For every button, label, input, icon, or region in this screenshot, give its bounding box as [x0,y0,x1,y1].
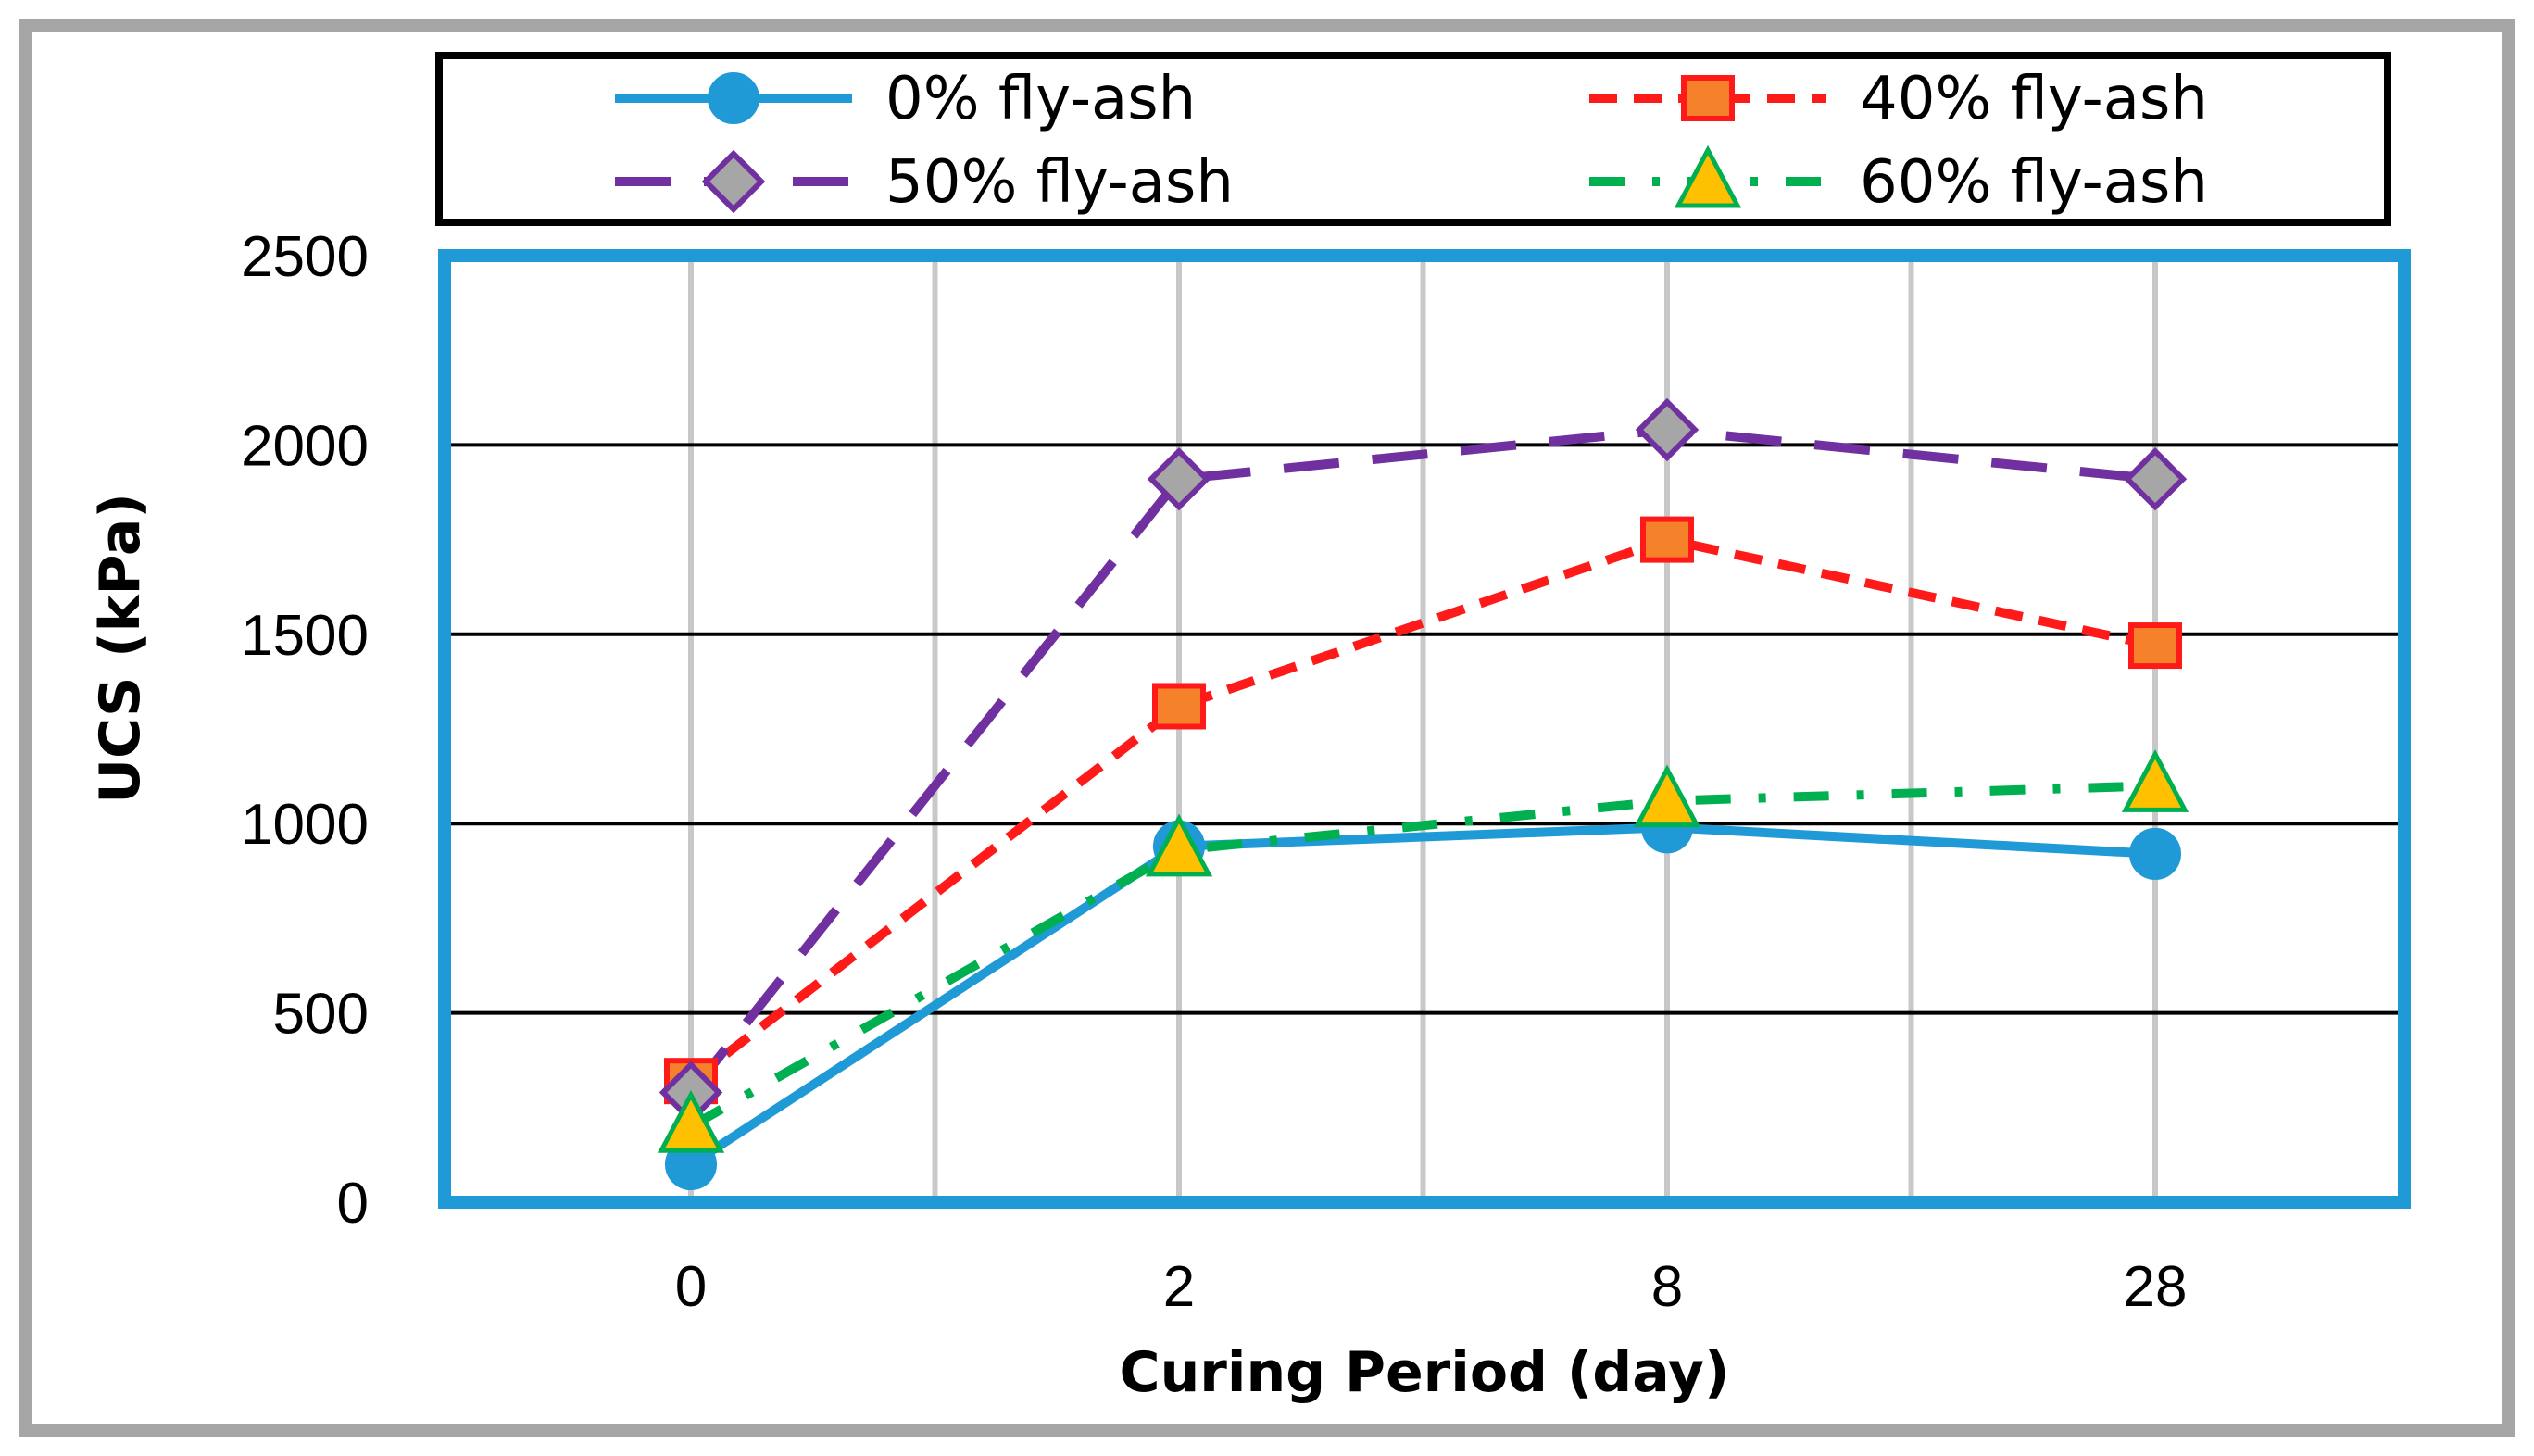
x-axis-ticks: 0 2 8 28 [675,1255,2188,1319]
series-line-2 [687,425,2156,1096]
legend: 0% fly-ash 40% fly-ash 50% fly-ash 60% fly-… [435,52,2391,226]
y-tick-label-2500: 2500 [241,225,369,289]
marker-s1-p3 [2128,622,2182,670]
marker-s3-p2 [1633,764,1701,828]
legend-marker-1 [1681,75,1735,121]
y-tick-label-1500: 1500 [241,604,369,668]
marker-s1-p2 [1640,516,1694,563]
legend-label-3: 60% fly-ash [1860,148,2208,217]
legend-marker-2 [701,149,766,214]
y-tick-label-2000: 2000 [241,414,369,478]
marker-s3-p0 [657,1089,725,1153]
marker-s3-p1 [1145,813,1213,877]
legend-marker-0 [708,72,759,124]
y-axis-title: UCS (kPa) [88,493,153,804]
plot-area-border [438,249,2411,1209]
x-tick-label-2: 2 [1163,1255,1195,1319]
marker-s1-p1 [1152,683,1206,730]
series-line-3 [688,781,2156,1131]
legend-label-2: 50% fly-ash [885,148,1234,217]
series-lines [687,425,2157,1169]
marker-s3-p3 [2121,749,2189,812]
series-line-0 [688,822,2156,1169]
legend-marker-3 [1674,144,1742,208]
y-tick-label-500: 500 [273,983,369,1047]
marker-s2-p3 [2123,446,2188,511]
legend-label-1: 40% fly-ash [1860,65,2208,133]
x-axis-title: Curing Period (day) [1120,1340,1730,1405]
grid [445,256,2404,1202]
y-axis-ticks: 0 500 1000 1500 2000 2500 [241,225,369,1236]
y-tick-label-0: 0 [337,1172,369,1236]
marker-s2-p2 [1635,397,1700,462]
series-line-1 [687,534,2157,1086]
x-tick-label-8: 8 [1651,1255,1683,1319]
legend-label-0: 0% fly-ash [885,65,1196,133]
legend-box [435,52,2391,226]
marker-s2-p1 [1147,446,1211,511]
y-tick-label-1000: 1000 [241,793,369,857]
x-tick-label-28: 28 [2124,1255,2188,1319]
marker-s0-p3 [2129,827,2181,880]
x-tick-label-0: 0 [675,1255,707,1319]
chart-frame [19,19,2515,1437]
markers [657,397,2189,1191]
